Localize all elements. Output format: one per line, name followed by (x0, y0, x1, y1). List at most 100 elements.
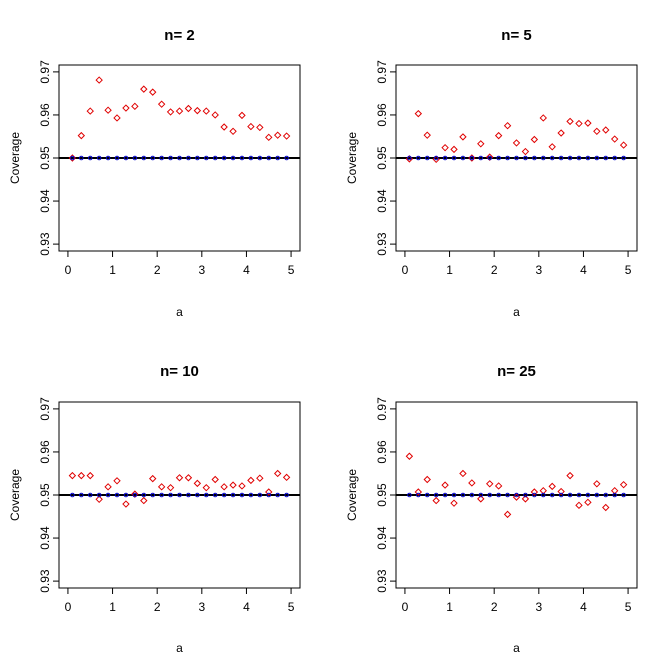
chart-title: n= 10 (160, 363, 199, 380)
diamond-point (86, 107, 94, 115)
y-tick-label: 0.95 (38, 483, 52, 507)
circle-point (275, 155, 280, 161)
circle-point (549, 155, 555, 161)
diamond-point (149, 88, 157, 96)
diamond-point (602, 126, 610, 134)
x-axis-label: a (176, 305, 183, 319)
circle-point (114, 492, 120, 498)
circle-point (460, 492, 466, 498)
diamond-point (414, 488, 423, 496)
diamond-point (77, 131, 86, 140)
circle-point (487, 155, 493, 161)
circle-point (549, 492, 555, 498)
diamond-point (459, 133, 467, 141)
circle-point (70, 492, 75, 498)
diamond-point (548, 143, 556, 151)
circle-point (416, 155, 421, 161)
y-tick-label: 0.94 (38, 189, 52, 213)
circle-point (567, 155, 573, 161)
diamond-point (575, 119, 583, 128)
diamond-point (166, 483, 175, 492)
x-tick-label: 1 (109, 600, 116, 614)
circle-point (177, 155, 182, 161)
diamond-point (593, 480, 601, 488)
circle-point (284, 492, 289, 498)
x-tick-label: 3 (535, 600, 542, 614)
circle-point (79, 492, 84, 498)
diamond-point (282, 132, 291, 140)
circle-point (87, 492, 93, 498)
diamond-point (193, 479, 202, 488)
circle-point (239, 155, 245, 161)
diamond-point (584, 119, 592, 127)
circle-point (424, 492, 430, 498)
x-tick-label: 4 (580, 600, 587, 614)
circle-point (469, 492, 475, 498)
diamond-point (184, 474, 193, 482)
circle-point (496, 492, 501, 498)
x-tick-label: 3 (198, 263, 205, 277)
circle-point (275, 492, 280, 498)
circle-point (532, 155, 537, 161)
circle-point (451, 155, 457, 161)
diamond-point (77, 471, 86, 480)
series-2 (407, 492, 626, 498)
circle-point (212, 155, 218, 161)
circle-point (230, 155, 236, 161)
circle-point (195, 155, 200, 161)
circle-point (505, 492, 510, 498)
circle-point (442, 492, 448, 498)
x-tick-label: 1 (109, 263, 116, 277)
diamond-point (265, 133, 273, 142)
circle-point (239, 492, 245, 498)
diamond-point (157, 483, 166, 491)
y-tick-label: 0.96 (375, 103, 389, 127)
circle-point (96, 492, 102, 498)
circle-point (496, 155, 501, 161)
x-tick-label: 0 (65, 263, 72, 277)
circle-point (257, 155, 263, 161)
chart-title: n= 2 (164, 27, 194, 44)
diamond-point (494, 482, 503, 490)
circle-point (558, 155, 564, 161)
diamond-point (122, 500, 130, 508)
chart-title: n= 5 (501, 27, 531, 44)
diamond-point (521, 147, 530, 156)
x-tick-label: 1 (446, 600, 453, 614)
circle-point (612, 155, 617, 161)
y-tick-label: 0.95 (38, 146, 52, 170)
diamond-point (166, 108, 175, 116)
diamond-point (229, 127, 237, 136)
series-2 (407, 155, 626, 161)
diamond-point (593, 127, 601, 136)
circle-point (594, 492, 600, 498)
series-2 (70, 492, 289, 498)
x-tick-label: 2 (154, 600, 161, 614)
circle-point (603, 492, 609, 498)
circle-point (87, 155, 93, 161)
panel-2: n= 5 0 1 2 3 4 5 0.93 0.94 0.95 0.96 0.97 a Coverage (345, 27, 638, 319)
diamond-point (423, 131, 431, 139)
y-tick-label: 0.95 (375, 483, 389, 507)
circle-point (621, 492, 626, 498)
diamond-point (521, 495, 530, 503)
circle-point (221, 492, 227, 498)
diamond-point (273, 131, 282, 139)
circle-point (70, 155, 75, 161)
y-tick-label: 0.93 (38, 232, 52, 256)
diamond-point (86, 471, 94, 480)
x-tick-label: 2 (154, 263, 161, 277)
diamond-point (238, 111, 246, 120)
diamond-point (503, 510, 512, 519)
circle-point (407, 155, 412, 161)
x-tick-label: 4 (580, 263, 587, 277)
circle-point (433, 492, 439, 498)
panel-1: n= 2 0 1 2 3 4 5 0.93 0.94 0.95 0.96 0.97 a Coverage (8, 27, 301, 319)
y-tick-label: 0.93 (375, 232, 389, 256)
diamond-point (566, 117, 574, 126)
circle-point (186, 492, 191, 498)
circle-point (478, 492, 484, 498)
circle-point (576, 155, 582, 161)
circle-point (212, 492, 218, 498)
